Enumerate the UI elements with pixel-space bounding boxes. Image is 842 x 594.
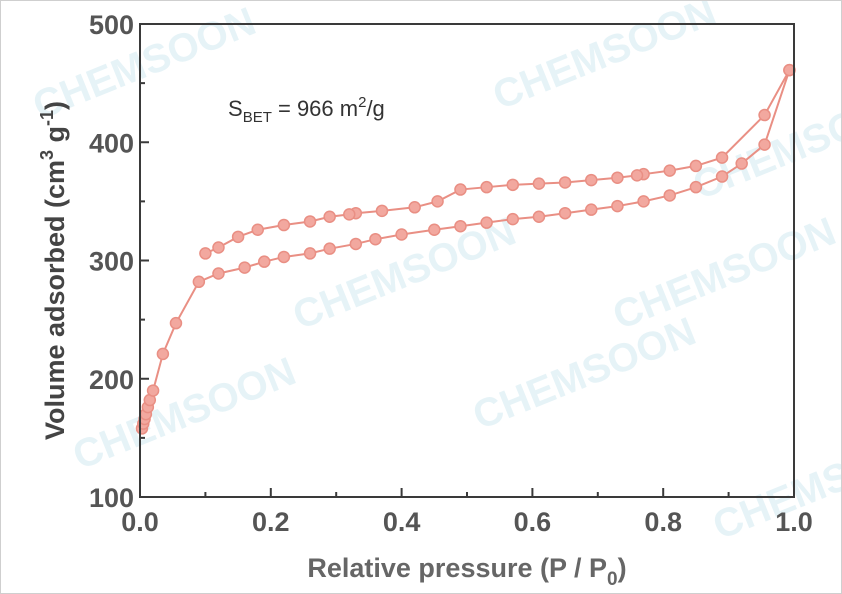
desorption-point [585,173,598,187]
adsorption-point [192,275,206,289]
watermark-text: CHEMSOON [607,209,842,338]
desorption-point [408,201,421,214]
adsorption-point [258,255,271,268]
desorption-point [630,169,644,182]
watermark: CHEMSOONCHEMSOONCHEMSOONCHEMSOONCHEMSOON… [27,0,842,548]
desorption-point [454,183,467,196]
desorption-point [758,108,771,122]
adsorption-point [428,223,441,237]
adsorption-point [506,212,520,226]
adsorption-point [558,206,572,220]
y-tick-label: 100 [89,483,134,513]
desorption-point [231,230,245,244]
adsorption-point [585,203,598,216]
x-tick-label: 0.2 [252,507,290,537]
x-axis-label: Relative pressure (P / P0) [307,553,626,590]
desorption-point [480,180,493,194]
adsorption-point [637,195,650,208]
desorption-point [611,171,624,184]
adsorption-point [303,247,317,260]
x-tick-label: 1.0 [775,507,813,537]
x-tick-label: 0.8 [644,507,682,537]
desorption-point [277,218,291,232]
adsorption-point [735,157,748,170]
watermark-text: CHEMSOON [487,0,722,118]
desorption-point [375,204,389,218]
adsorption-point [689,180,703,194]
desorption-point [343,208,356,221]
desorption-point [431,195,444,208]
desorption-point [506,178,520,192]
adsorption-point [663,189,676,202]
adsorption-point [532,210,546,223]
x-tick-label: 0.0 [121,507,159,537]
desorption-point [251,223,264,237]
desorption-point [663,164,676,177]
y-axis-label: Volume adsorbed (cm3 g-1) [37,101,70,440]
adsorption-point [454,219,467,233]
adsorption-point [349,237,363,251]
adsorption-point [238,261,251,274]
y-tick-label: 500 [89,10,134,40]
adsorption-point [395,228,408,241]
adsorption-point [480,216,493,229]
desorption-point [303,215,317,228]
adsorption-point [212,267,225,280]
desorption-point [532,177,546,190]
desorption-point [323,210,336,223]
adsorption-point [715,170,729,183]
plot-data [135,63,796,435]
sbet-annotation: SBET = 966 m2/g [228,94,385,126]
y-tick-label: 400 [89,128,134,158]
desorption-point [689,159,703,173]
axis-ticks: 0.0 0.2 0.4 0.6 0.8 1.0 100 200 300 400 500 [89,10,813,537]
desorption-point [212,241,225,254]
adsorption-point [323,242,336,255]
x-tick-label: 0.4 [383,507,421,537]
watermark-text: CHEMSOON [467,309,702,438]
x-tick-label: 0.6 [514,507,552,537]
y-tick-label: 200 [89,365,134,395]
desorption-point [715,151,729,164]
desorption-point [558,176,572,189]
desorption-point [199,247,212,260]
adsorption-point [156,347,170,361]
adsorption-point [758,138,771,151]
adsorption-point [277,250,291,264]
adsorption-point [611,199,624,213]
adsorption-point [169,316,183,330]
adsorption-point [369,232,382,246]
adsorption-point [146,384,160,397]
y-tick-label: 300 [89,247,134,277]
